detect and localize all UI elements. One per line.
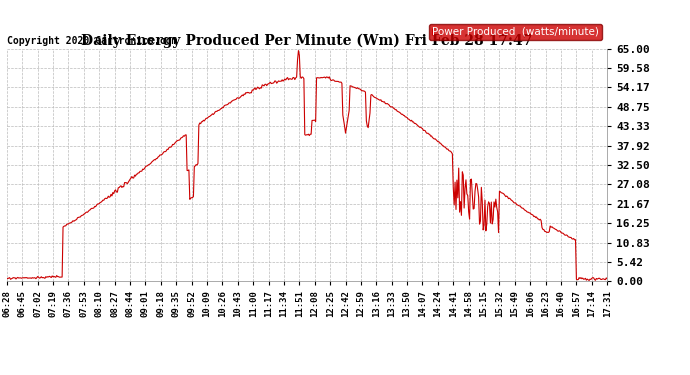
Title: Daily Energy Produced Per Minute (Wm) Fri Feb 28 17:47: Daily Energy Produced Per Minute (Wm) Fr…: [81, 33, 533, 48]
Text: Copyright 2020 Cartronics.com: Copyright 2020 Cartronics.com: [7, 36, 177, 46]
Legend: Power Produced  (watts/minute): Power Produced (watts/minute): [429, 24, 602, 40]
